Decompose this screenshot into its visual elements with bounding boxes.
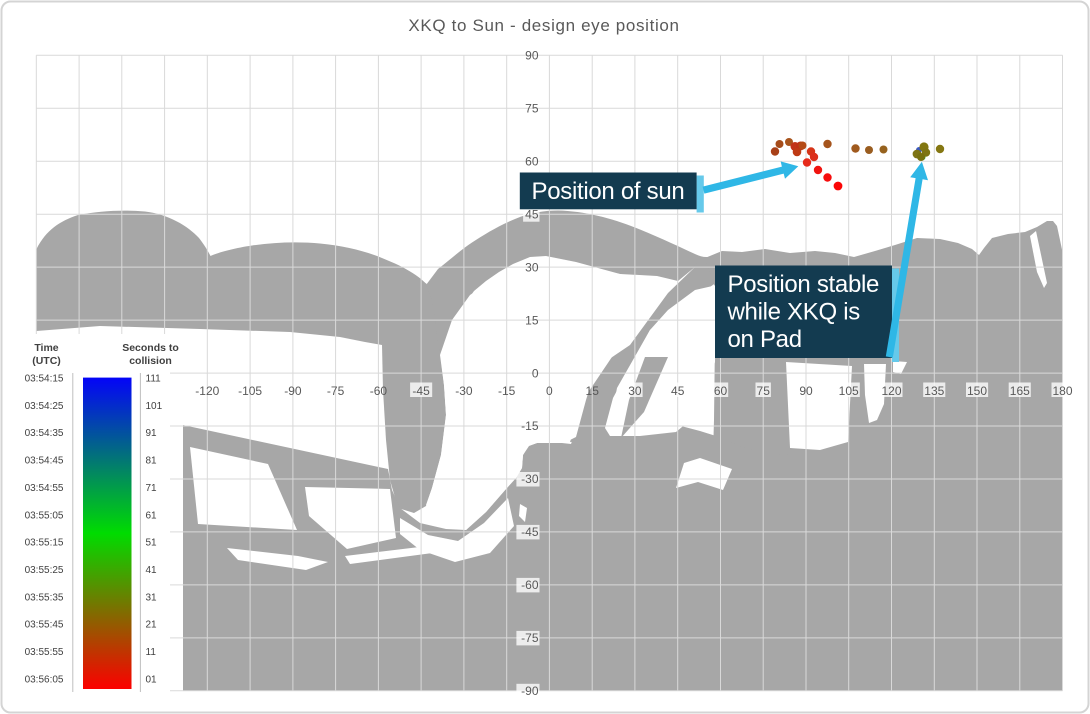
svg-text:01: 01 <box>146 675 158 686</box>
svg-text:75: 75 <box>525 102 539 116</box>
svg-text:61: 61 <box>146 510 158 521</box>
svg-text:03:56:05: 03:56:05 <box>25 675 64 686</box>
svg-text:Position of sun: Position of sun <box>532 178 685 205</box>
svg-text:on Pad: on Pad <box>728 326 802 353</box>
svg-text:-105: -105 <box>238 384 262 398</box>
svg-text:-75: -75 <box>327 384 345 398</box>
svg-text:03:55:55: 03:55:55 <box>25 647 64 658</box>
svg-text:135: 135 <box>924 384 944 398</box>
svg-text:03:54:35: 03:54:35 <box>25 428 64 439</box>
svg-text:Position stable: Position stable <box>728 271 880 298</box>
svg-text:03:54:25: 03:54:25 <box>25 401 64 412</box>
svg-text:71: 71 <box>146 483 158 494</box>
svg-text:60: 60 <box>714 384 728 398</box>
svg-text:90: 90 <box>799 384 813 398</box>
svg-text:0: 0 <box>532 366 539 380</box>
svg-text:-45: -45 <box>412 384 430 398</box>
svg-text:-120: -120 <box>195 384 219 398</box>
svg-text:Seconds to: Seconds to <box>122 342 179 354</box>
svg-text:-15: -15 <box>498 384 516 398</box>
svg-text:03:55:35: 03:55:35 <box>25 592 64 603</box>
svg-text:15: 15 <box>586 384 600 398</box>
svg-text:03:54:45: 03:54:45 <box>25 456 64 467</box>
svg-text:21: 21 <box>146 620 158 631</box>
svg-text:03:54:15: 03:54:15 <box>25 374 64 385</box>
svg-text:03:55:25: 03:55:25 <box>25 565 64 576</box>
svg-text:collision: collision <box>129 355 172 367</box>
svg-text:-30: -30 <box>521 472 539 486</box>
svg-text:150: 150 <box>967 384 987 398</box>
svg-text:101: 101 <box>146 401 163 412</box>
svg-text:81: 81 <box>146 456 158 467</box>
svg-text:30: 30 <box>525 260 539 274</box>
svg-text:(UTC): (UTC) <box>32 355 61 367</box>
svg-text:11: 11 <box>146 647 157 658</box>
svg-text:-60: -60 <box>521 578 539 592</box>
svg-text:03:55:15: 03:55:15 <box>25 538 64 549</box>
svg-text:-45: -45 <box>521 525 539 539</box>
svg-text:-90: -90 <box>521 684 539 698</box>
svg-text:30: 30 <box>628 384 642 398</box>
svg-text:XKQ to Sun - design eye positi: XKQ to Sun - design eye position <box>408 16 679 35</box>
svg-text:-15: -15 <box>521 419 539 433</box>
svg-text:120: 120 <box>881 384 901 398</box>
svg-text:75: 75 <box>757 384 771 398</box>
svg-text:111: 111 <box>146 374 162 385</box>
svg-text:165: 165 <box>1010 384 1030 398</box>
svg-text:45: 45 <box>671 384 685 398</box>
svg-text:45: 45 <box>525 207 539 221</box>
svg-text:105: 105 <box>839 384 859 398</box>
svg-text:0: 0 <box>546 384 553 398</box>
svg-text:-30: -30 <box>455 384 473 398</box>
svg-text:-90: -90 <box>284 384 302 398</box>
svg-text:03:55:05: 03:55:05 <box>25 510 64 521</box>
svg-text:41: 41 <box>146 565 158 576</box>
svg-text:-75: -75 <box>521 631 539 645</box>
svg-text:90: 90 <box>525 49 539 63</box>
svg-text:Time: Time <box>34 342 58 354</box>
svg-text:51: 51 <box>146 538 158 549</box>
svg-text:91: 91 <box>146 428 158 439</box>
svg-text:31: 31 <box>146 592 158 603</box>
svg-text:while XKQ is: while XKQ is <box>727 299 861 326</box>
svg-text:03:55:45: 03:55:45 <box>25 620 64 631</box>
svg-text:180: 180 <box>1052 384 1072 398</box>
svg-text:15: 15 <box>525 313 539 327</box>
svg-text:60: 60 <box>525 154 539 168</box>
svg-text:03:54:55: 03:54:55 <box>25 483 64 494</box>
svg-text:-60: -60 <box>370 384 388 398</box>
